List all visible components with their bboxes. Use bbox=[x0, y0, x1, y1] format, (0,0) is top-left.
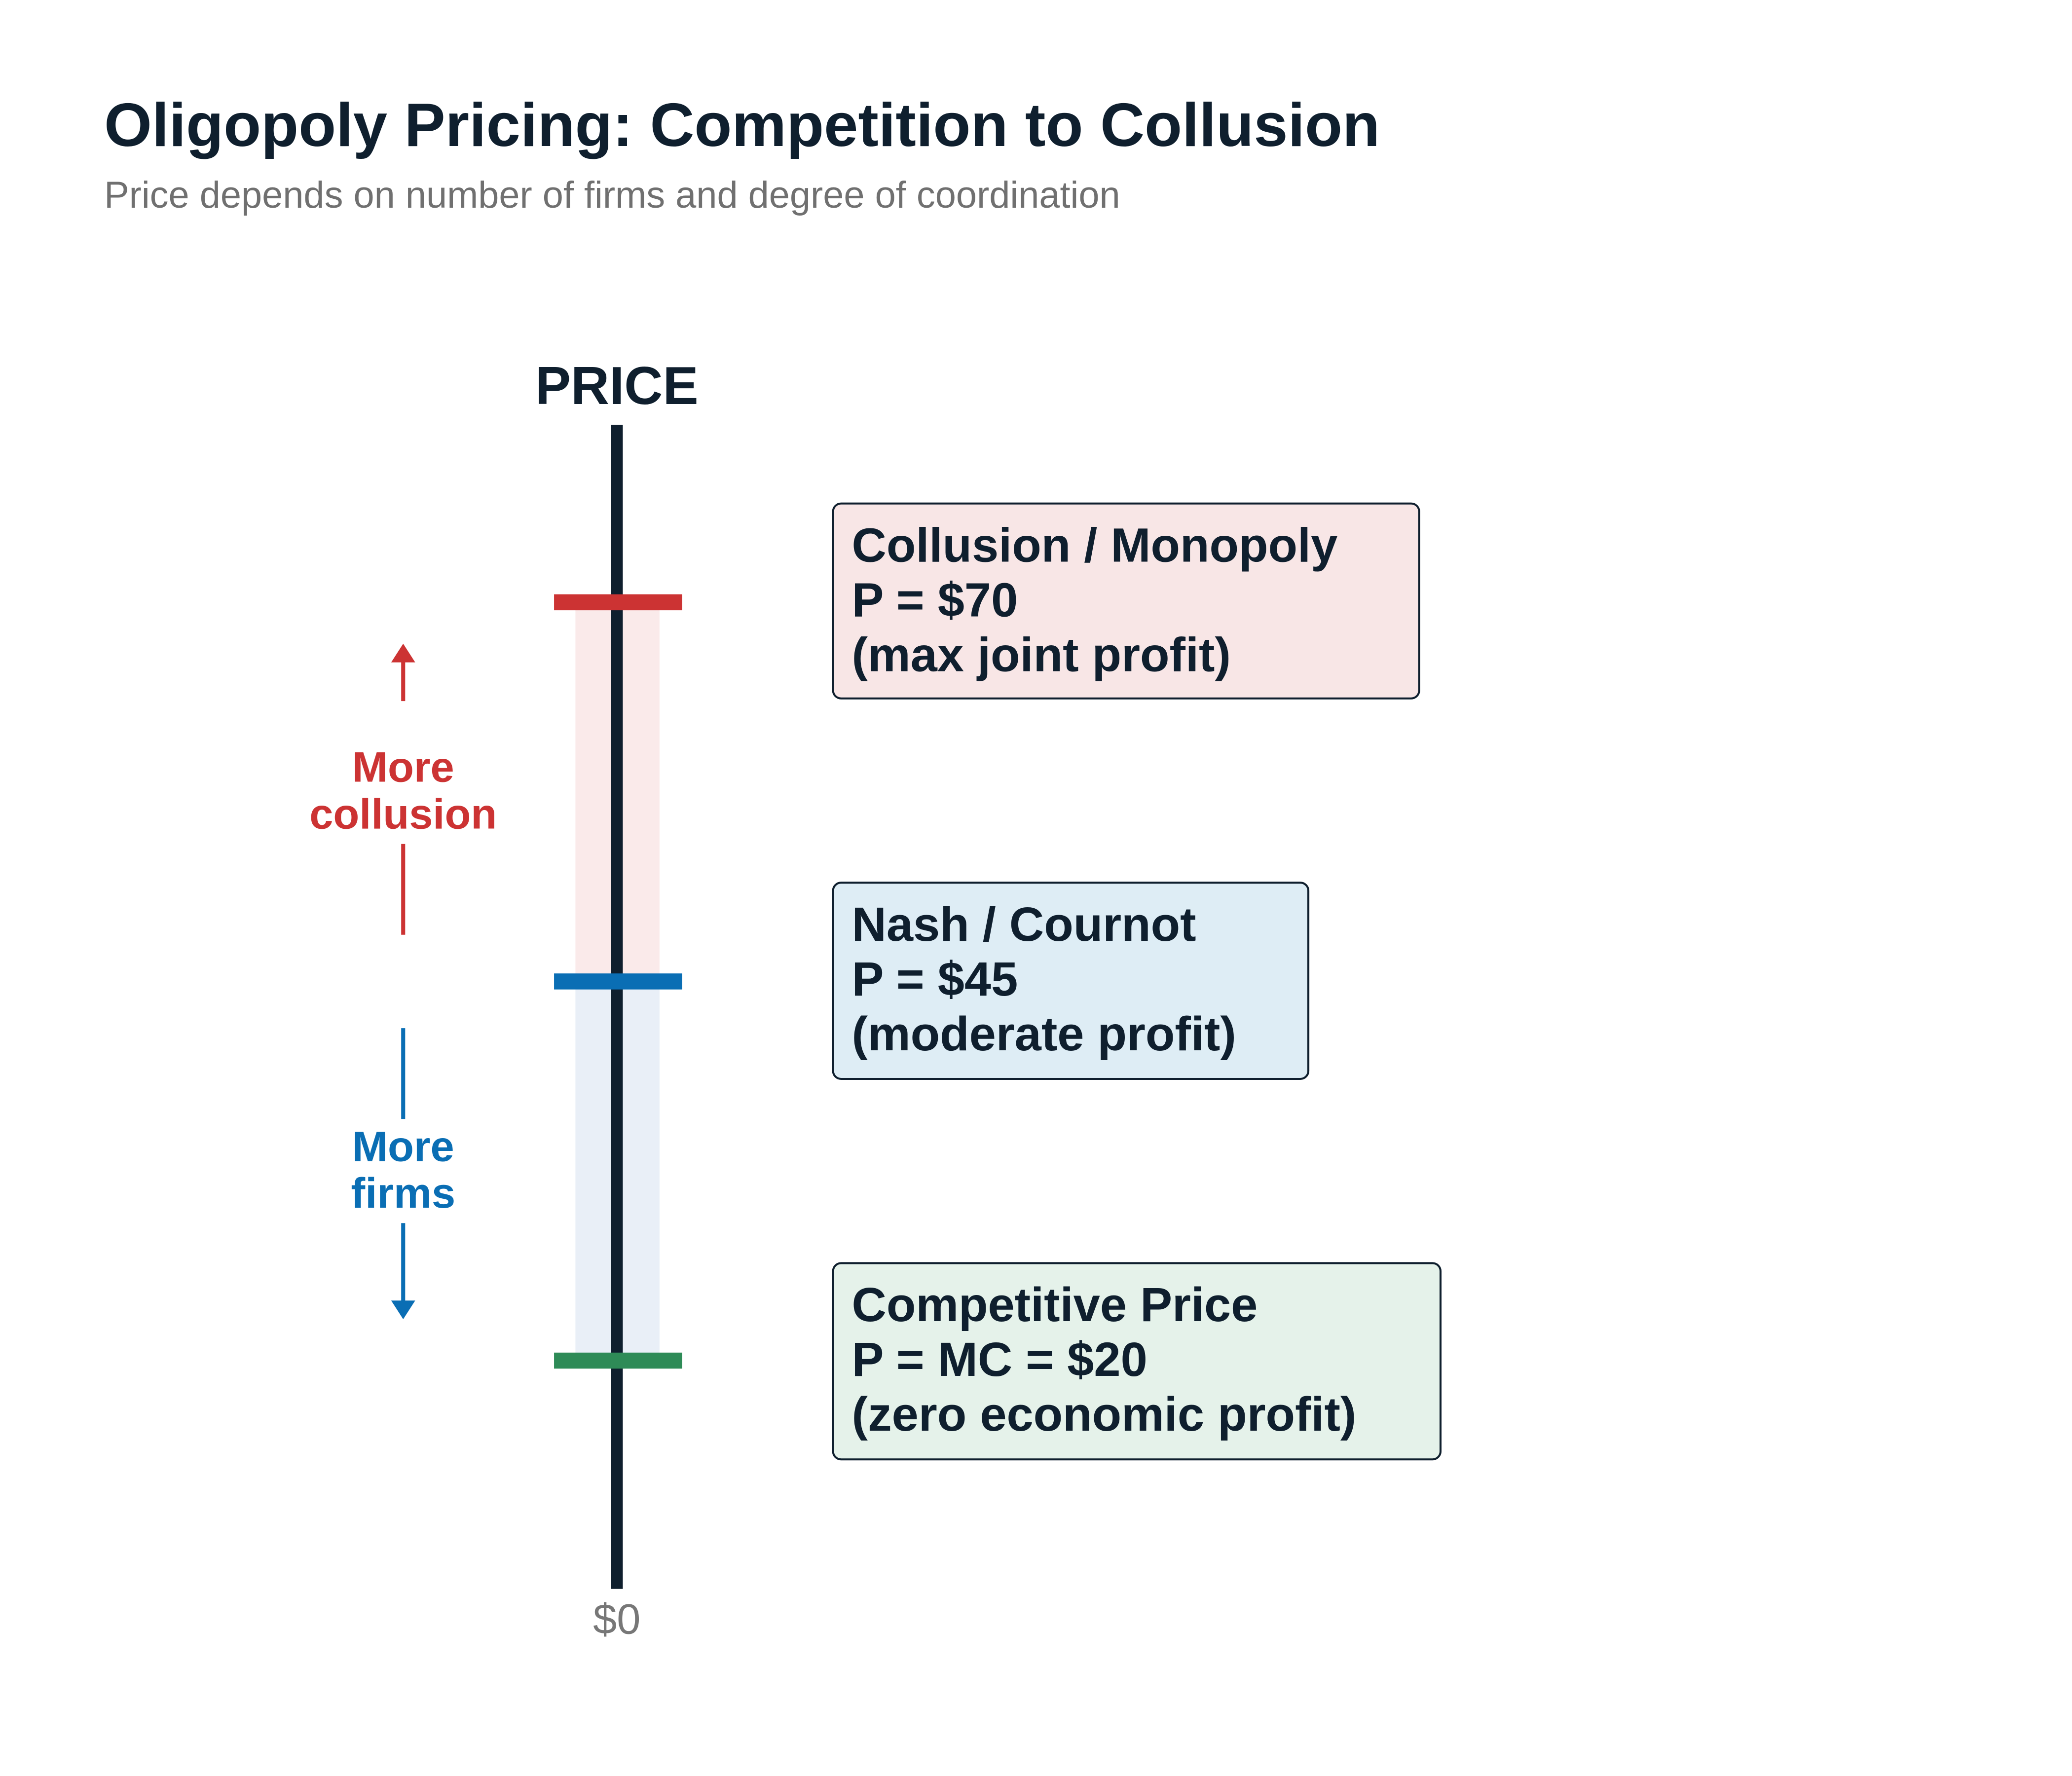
level-box bbox=[832, 1262, 1442, 1461]
level-box bbox=[832, 882, 1310, 1080]
level-name: Nash / Cournot bbox=[852, 897, 1196, 951]
level-price: P = $70 bbox=[852, 573, 1018, 627]
level-price: P = MC = $20 bbox=[852, 1332, 1147, 1386]
arrow-label: More bbox=[352, 744, 454, 791]
level-name: Competitive Price bbox=[852, 1278, 1258, 1332]
axis-bottom-label: $0 bbox=[593, 1595, 640, 1643]
level-note: (max joint profit) bbox=[852, 628, 1231, 681]
arrow-label: More bbox=[352, 1123, 454, 1170]
level-note: (moderate profit) bbox=[852, 1007, 1236, 1061]
level-bar bbox=[554, 973, 682, 990]
level-box bbox=[832, 502, 1420, 700]
price-axis bbox=[611, 424, 623, 1589]
subtitle: Price depends on number of firms and deg… bbox=[104, 174, 1120, 216]
level-name: Collusion / Monopoly bbox=[852, 518, 1338, 572]
level-price: P = $45 bbox=[852, 952, 1018, 1006]
level-bar bbox=[554, 594, 682, 611]
arrow-label: collusion bbox=[309, 790, 497, 838]
arrow-label: firms bbox=[351, 1170, 455, 1217]
level-note: (zero economic profit) bbox=[852, 1387, 1357, 1441]
arrow-head bbox=[391, 643, 415, 663]
level-bar bbox=[554, 1352, 682, 1369]
title: Oligopoly Pricing: Competition to Collus… bbox=[104, 91, 1380, 159]
arrow-head bbox=[391, 1300, 415, 1320]
axis-label: PRICE bbox=[535, 356, 699, 415]
